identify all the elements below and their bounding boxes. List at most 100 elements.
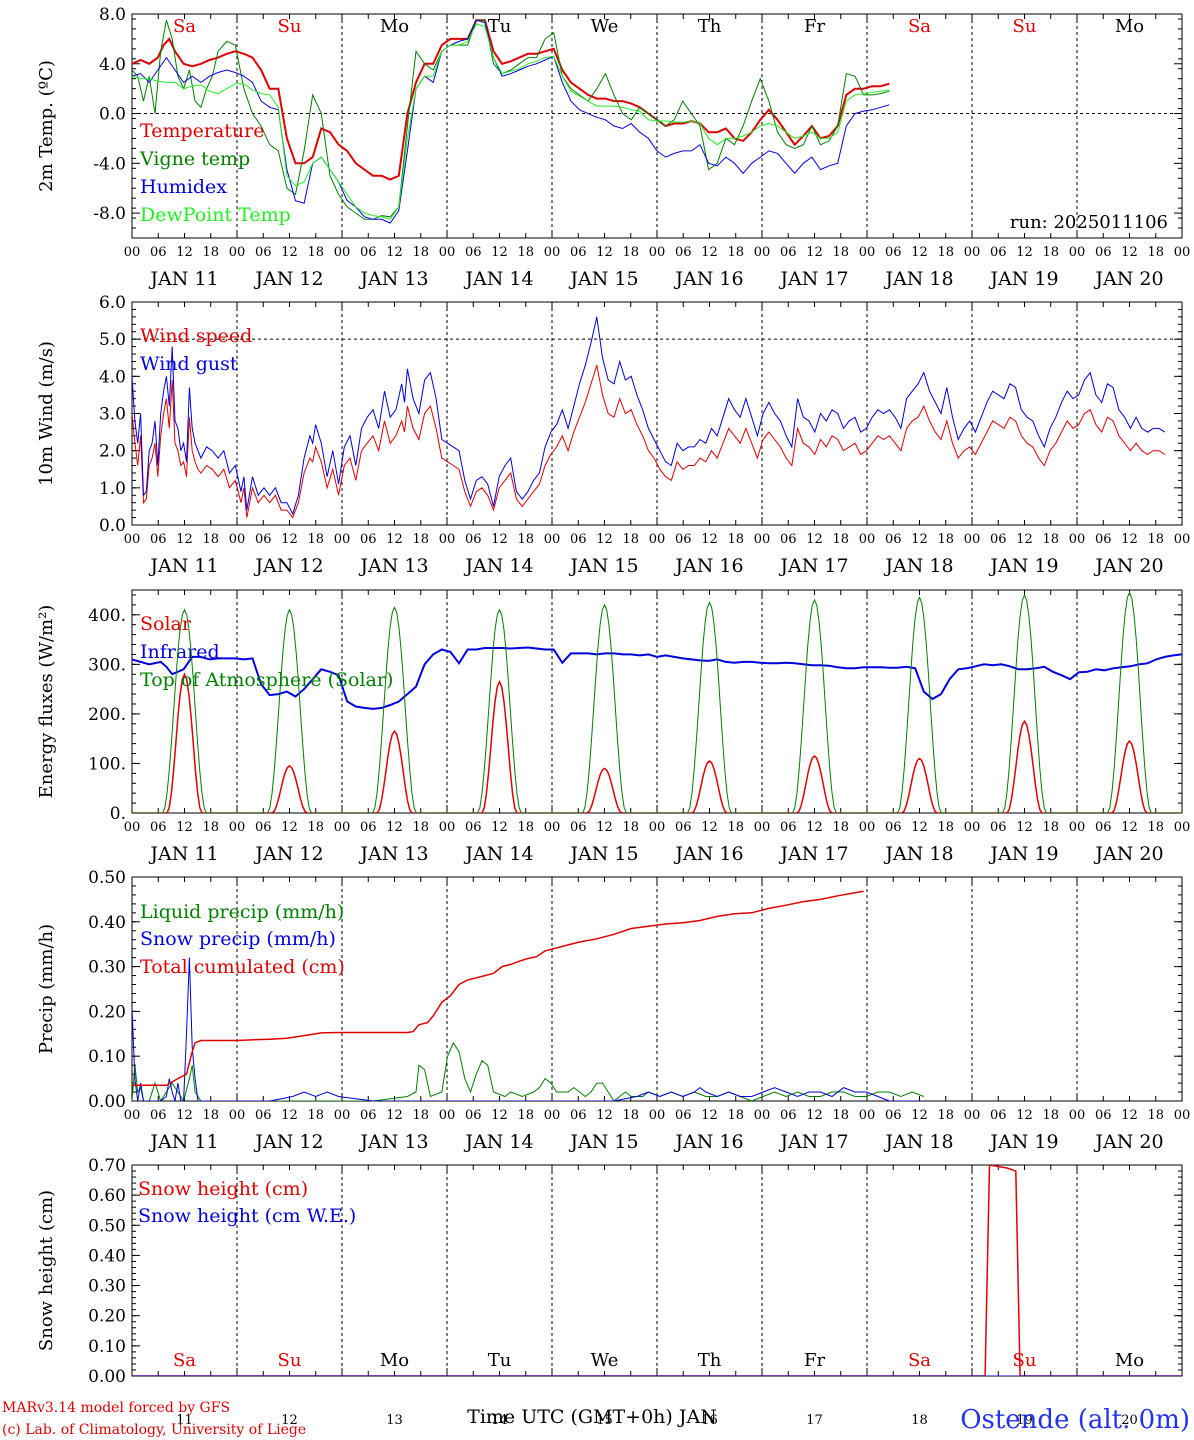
hour-tick-label: 06 bbox=[255, 532, 272, 547]
date-label: JAN 12 bbox=[253, 268, 323, 290]
hour-tick-label: 00 bbox=[544, 532, 561, 547]
day-number-label: 12 bbox=[281, 1413, 298, 1428]
series-liquid-precip-mm-h- bbox=[132, 1041, 924, 1101]
date-label: JAN 16 bbox=[673, 268, 743, 290]
hour-tick-label: 00 bbox=[754, 1108, 771, 1123]
hour-tick-label: 06 bbox=[255, 1108, 272, 1123]
date-label: JAN 15 bbox=[568, 1131, 638, 1153]
hour-tick-label: 06 bbox=[465, 532, 482, 547]
hour-tick-label: 06 bbox=[675, 245, 692, 260]
hour-tick-label: 06 bbox=[150, 820, 167, 835]
day-number-label: 19 bbox=[1016, 1413, 1033, 1428]
hour-tick-label: 18 bbox=[937, 532, 954, 547]
hour-tick-label: 06 bbox=[465, 820, 482, 835]
y-tick-label: 0.00 bbox=[88, 1367, 126, 1387]
day-number-label: 13 bbox=[386, 1413, 403, 1428]
legend-entry: Humidex bbox=[140, 176, 227, 198]
hour-tick-label: 00 bbox=[439, 1108, 456, 1123]
panel-1: 6.0 5.0 4.0 3.0 2.0 1.0 0.0 10m Wind (m/s) 00 06 1… bbox=[36, 293, 1190, 577]
y-tick-label: 0.0 bbox=[99, 105, 126, 125]
hour-tick-label: 12 bbox=[1016, 532, 1033, 547]
hour-tick-label: 18 bbox=[1042, 820, 1059, 835]
date-label: JAN 20 bbox=[1093, 555, 1163, 577]
y-tick-label: 0.0 bbox=[99, 516, 126, 536]
hour-tick-label: 18 bbox=[832, 532, 849, 547]
date-label: JAN 19 bbox=[988, 1131, 1058, 1153]
hour-tick-label: 00 bbox=[649, 1108, 666, 1123]
y-tick-label: 2.0 bbox=[99, 442, 126, 462]
date-label: JAN 14 bbox=[463, 843, 533, 865]
date-label: JAN 13 bbox=[358, 268, 428, 290]
hour-tick-label: 00 bbox=[229, 1108, 246, 1123]
weekday-label: Sa bbox=[908, 16, 931, 37]
legend-entry: Top of Atmosphere (Solar) bbox=[140, 669, 393, 691]
hour-tick-label: 12 bbox=[1121, 532, 1138, 547]
y-tick-label: -4.0 bbox=[93, 154, 126, 174]
hour-tick-label: 00 bbox=[229, 532, 246, 547]
hour-tick-label: 00 bbox=[544, 1108, 561, 1123]
series-snow-height-cm- bbox=[132, 1165, 1182, 1376]
hour-tick-label: 18 bbox=[1042, 532, 1059, 547]
weekday-label: Sa bbox=[173, 16, 196, 37]
hour-tick-label: 00 bbox=[649, 245, 666, 260]
hour-tick-label: 00 bbox=[1174, 532, 1191, 547]
plot-frame bbox=[131, 589, 1183, 814]
hour-tick-label: 12 bbox=[701, 1108, 718, 1123]
hour-tick-label: 00 bbox=[229, 820, 246, 835]
date-label: JAN 11 bbox=[148, 268, 218, 290]
credit-line: MARv3.14 model forced by GFS bbox=[2, 1400, 230, 1416]
date-label: JAN 19 bbox=[988, 268, 1058, 290]
hour-tick-label: 00 bbox=[334, 820, 351, 835]
hour-tick-label: 18 bbox=[727, 245, 744, 260]
hour-tick-label: 00 bbox=[1069, 820, 1086, 835]
weekday-label: Fr bbox=[804, 1350, 825, 1371]
hour-tick-label: 12 bbox=[386, 820, 403, 835]
series-humidex bbox=[132, 19, 890, 224]
weekday-label: Su bbox=[278, 1350, 302, 1371]
weekday-label: Fr bbox=[804, 16, 825, 37]
hour-tick-label: 06 bbox=[360, 1108, 377, 1123]
y-tick-label: 0.70 bbox=[88, 1156, 126, 1176]
weekday-label: Su bbox=[1013, 16, 1037, 37]
hour-tick-label: 18 bbox=[307, 820, 324, 835]
run-label: run: 2025011106 bbox=[1010, 212, 1168, 233]
series-total-cumulated-cm- bbox=[132, 890, 864, 1087]
hour-tick-label: 06 bbox=[360, 820, 377, 835]
y-axis-label: 2m Temp. (ºC) bbox=[36, 60, 57, 192]
date-label: JAN 18 bbox=[883, 1131, 953, 1153]
y-tick-label: 3.0 bbox=[99, 405, 126, 425]
hour-tick-label: 06 bbox=[1095, 245, 1112, 260]
weekday-label: We bbox=[591, 16, 619, 37]
hour-tick-label: 00 bbox=[964, 820, 981, 835]
y-tick-label: 0.10 bbox=[88, 1337, 126, 1357]
hour-tick-label: 00 bbox=[964, 532, 981, 547]
hour-tick-label: 12 bbox=[1016, 820, 1033, 835]
hour-tick-label: 00 bbox=[859, 532, 876, 547]
hour-tick-label: 18 bbox=[832, 1108, 849, 1123]
hour-tick-label: 18 bbox=[937, 245, 954, 260]
hour-tick-label: 00 bbox=[859, 820, 876, 835]
hour-tick-label: 00 bbox=[439, 245, 456, 260]
hour-tick-label: 06 bbox=[675, 820, 692, 835]
weekday-label: Mo bbox=[1115, 1350, 1144, 1371]
y-tick-label: 300. bbox=[88, 655, 126, 675]
day-number-label: 20 bbox=[1121, 1413, 1138, 1428]
hour-tick-label: 00 bbox=[964, 245, 981, 260]
hour-tick-label: 12 bbox=[281, 1108, 298, 1123]
hour-tick-label: 06 bbox=[885, 820, 902, 835]
hour-tick-label: 00 bbox=[649, 532, 666, 547]
hour-tick-label: 06 bbox=[780, 820, 797, 835]
date-label: JAN 17 bbox=[778, 1131, 848, 1153]
hour-tick-label: 18 bbox=[307, 245, 324, 260]
hour-tick-label: 12 bbox=[701, 245, 718, 260]
hour-tick-label: 00 bbox=[754, 245, 771, 260]
hour-tick-label: 12 bbox=[806, 532, 823, 547]
legend-entry: Liquid precip (mm/h) bbox=[140, 901, 344, 923]
hour-tick-label: 12 bbox=[491, 532, 508, 547]
y-tick-label: 4.0 bbox=[99, 367, 126, 387]
hour-tick-label: 12 bbox=[491, 245, 508, 260]
hour-tick-label: 06 bbox=[780, 532, 797, 547]
hour-tick-label: 12 bbox=[701, 820, 718, 835]
y-axis-label: Precip (mm/h) bbox=[36, 924, 57, 1054]
date-label: JAN 17 bbox=[778, 555, 848, 577]
